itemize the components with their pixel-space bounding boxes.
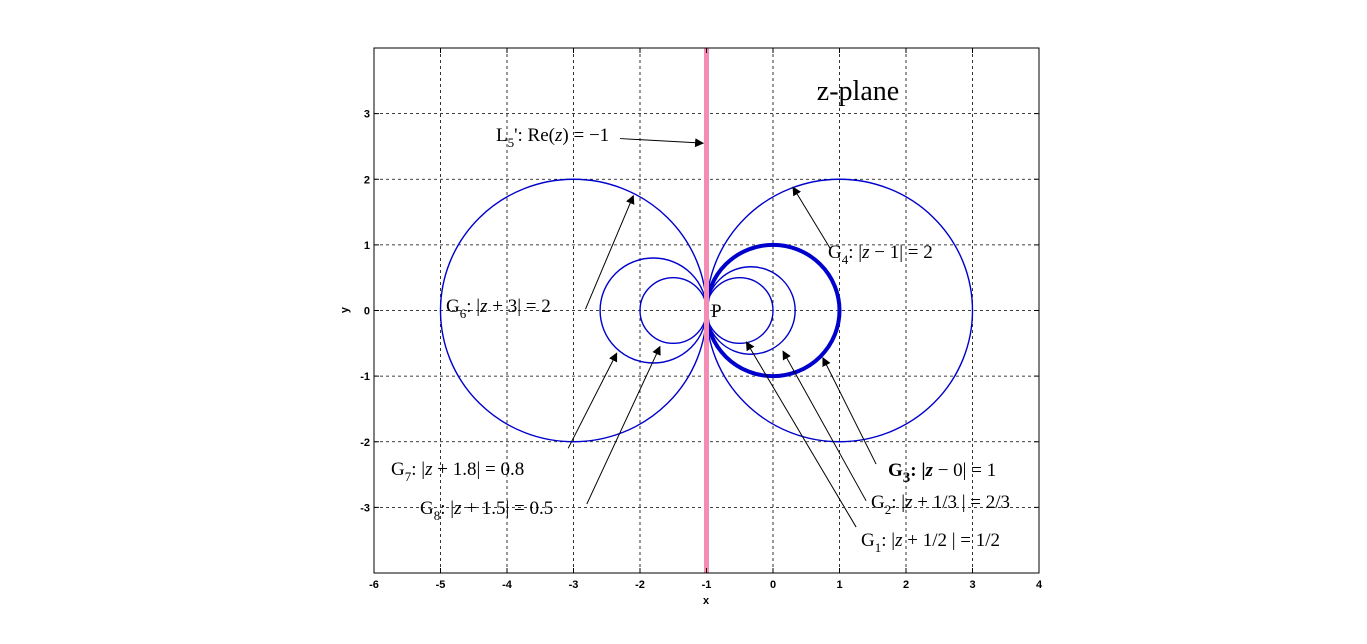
annotation-arrow [586,345,661,505]
y-tick-label: 0 [364,306,370,318]
x-tick-label: -2 [635,579,645,591]
x-tick-label: 4 [1036,579,1043,591]
y-tick-label: -2 [360,437,370,449]
x-tick-label: -5 [436,579,446,591]
y-tick-label: -3 [360,502,370,514]
y-tick-label: 2 [364,174,370,186]
annotation-arrow [567,352,618,449]
x-tick-label: -6 [369,579,379,591]
x-tick-label: -1 [702,579,712,591]
label-g1: G1: |z + 1/2 | = 1/2 [861,530,1000,555]
point-label: P [711,301,722,322]
label-g8: G8: |z + 1.5| = 0.5 [420,498,553,523]
label-g3: G3: |z − 0| = 1 [888,460,996,486]
x-axis-label: x [703,595,710,607]
annotation-arrow [822,356,877,465]
annotation-arrow [585,194,635,310]
x-tick-label: 1 [836,579,842,591]
label-g2: G2: |z + 1/3 | = 2/3 [871,492,1010,517]
annotation-arrows [567,138,877,528]
x-tick-label: -3 [569,579,579,591]
label-g6: G6: |z + 3| = 2 [446,296,551,321]
label-l5: L5': Re(z) = −1 [496,125,609,150]
label-g4: G4: |z − 1| = 2 [828,242,933,267]
annotation-arrow [620,138,705,148]
annotation-arrow [782,350,867,502]
label-g7: G7: |z + 1.8| = 0.8 [391,459,524,484]
annotation-arrow [745,341,857,528]
y-tick-label: -1 [360,371,370,383]
annotation-arrow [792,186,832,250]
chart-title: z-plane [817,76,899,107]
x-tick-label: -4 [502,579,513,591]
x-tick-label: 0 [770,579,776,591]
y-axis-label: y [339,306,351,313]
x-tick-label: 2 [903,579,909,591]
series-group [439,48,974,573]
ticks: -6 -5 -4 -3 -2 -1 0 1 2 3 4 -3 -2 -1 0 1 2 3 [360,48,1043,591]
y-tick-label: 3 [364,109,370,121]
y-tick-label: 1 [364,240,370,252]
x-tick-label: 3 [969,579,975,591]
